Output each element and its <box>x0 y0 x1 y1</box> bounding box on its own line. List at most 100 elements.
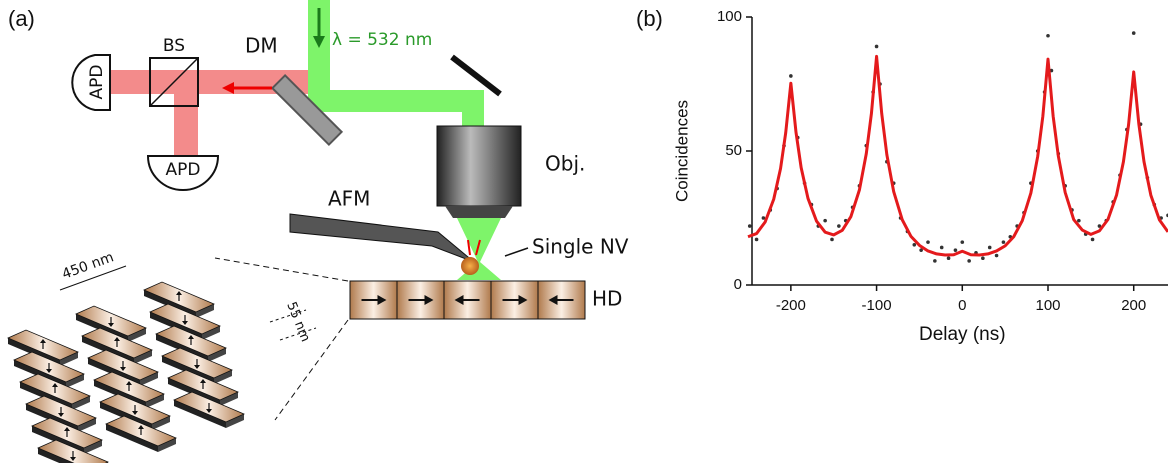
data-point <box>789 74 793 78</box>
data-point <box>953 248 958 252</box>
mirror <box>450 54 502 97</box>
magnet-side <box>214 370 232 384</box>
magnetization <box>182 321 188 325</box>
magnet-side <box>60 352 78 366</box>
magnetization <box>40 339 46 343</box>
x-tick-label: 0 <box>958 297 966 314</box>
hd-label: HD <box>592 287 622 311</box>
chart: 0 50 100 -200 -100 0 100 200 Delay (ns) Coinciden… <box>672 8 1168 345</box>
magnet-side <box>146 394 164 408</box>
dimension <box>59 265 127 291</box>
magnet-side <box>84 440 102 454</box>
data-point <box>1046 33 1050 38</box>
data-point <box>830 237 834 242</box>
magnet-side <box>226 414 244 428</box>
magnetization <box>194 365 200 369</box>
data-point <box>933 259 937 263</box>
apd <box>146 155 220 191</box>
pitch-label: 450 nm <box>60 249 116 282</box>
magnetization <box>126 381 132 385</box>
magnet-side <box>202 326 220 340</box>
nv-label: Single NV <box>532 235 629 259</box>
magnetization <box>64 427 70 431</box>
apd-label: APD <box>87 65 107 100</box>
objective <box>445 206 513 218</box>
data-point <box>1097 224 1102 228</box>
data-point <box>837 224 841 228</box>
magnetization <box>132 411 138 415</box>
green-beam <box>462 90 484 130</box>
magnetization <box>377 295 387 305</box>
red-beam <box>174 94 198 156</box>
x-axis-label: Delay (ns) <box>919 324 1006 345</box>
pointer <box>504 247 529 257</box>
data-point <box>919 248 923 252</box>
data-point <box>981 256 985 261</box>
magnetization <box>70 457 76 461</box>
dimension <box>269 309 307 323</box>
magnetization <box>188 335 194 339</box>
magnetization <box>206 409 212 413</box>
magnetization <box>46 369 52 373</box>
magnet-side <box>134 350 152 364</box>
magnetization <box>58 413 64 417</box>
x-tick-label: 100 <box>1035 297 1060 314</box>
magnetization <box>114 337 120 341</box>
x-tick-label: 200 <box>1121 297 1146 314</box>
data-point <box>946 256 951 261</box>
data-point <box>912 243 917 247</box>
hard-disk-strip <box>349 280 586 320</box>
arrow <box>222 82 234 94</box>
magnet-side <box>72 396 90 410</box>
arrow <box>467 239 471 256</box>
data-point <box>1001 240 1006 244</box>
nv-center <box>461 257 479 275</box>
green-cone <box>457 218 501 280</box>
bs-label: BS <box>163 36 185 56</box>
magnet-side <box>158 438 176 452</box>
magnet-side <box>140 372 158 386</box>
data-point <box>960 240 965 244</box>
data-point <box>1090 237 1095 242</box>
magnet-side <box>66 374 84 388</box>
magnetization <box>518 295 528 305</box>
data-point <box>1131 31 1136 35</box>
y-tick-label: 50 <box>725 142 742 159</box>
magnet-side <box>174 400 226 428</box>
zoom-line <box>274 319 349 421</box>
magnetization <box>52 383 58 387</box>
data-point <box>747 224 752 228</box>
magnetization <box>176 291 182 295</box>
magnet-side <box>152 416 170 430</box>
panel-label: (b) <box>636 6 663 31</box>
arrow <box>475 239 481 256</box>
beam-splitter <box>149 57 199 107</box>
apd <box>71 54 111 111</box>
y-axis-label: Coincidences <box>672 100 691 202</box>
data-point <box>823 218 827 223</box>
magnet-side <box>106 424 158 452</box>
green-beam <box>308 0 330 112</box>
data-point <box>761 216 766 220</box>
objective-label: Obj. <box>545 152 585 176</box>
data-point <box>939 245 944 250</box>
data-point <box>967 259 971 263</box>
magnetization <box>120 367 126 371</box>
green-beam <box>308 90 484 112</box>
x-tick-label: -100 <box>862 297 892 314</box>
magnetization <box>454 295 464 305</box>
data-point <box>754 237 759 242</box>
magnetization <box>200 379 206 383</box>
data-point <box>874 44 879 49</box>
magnet-side <box>128 328 146 342</box>
data-point <box>994 253 999 258</box>
dm-label: DM <box>245 34 278 58</box>
y-tick-label: 100 <box>717 8 742 25</box>
data-point <box>1077 218 1081 223</box>
afm-tip <box>289 213 475 263</box>
data-point <box>987 245 992 250</box>
wavelength: λ = 532 nm <box>332 30 432 50</box>
magnetization <box>548 295 558 305</box>
magnet-side <box>220 392 238 406</box>
